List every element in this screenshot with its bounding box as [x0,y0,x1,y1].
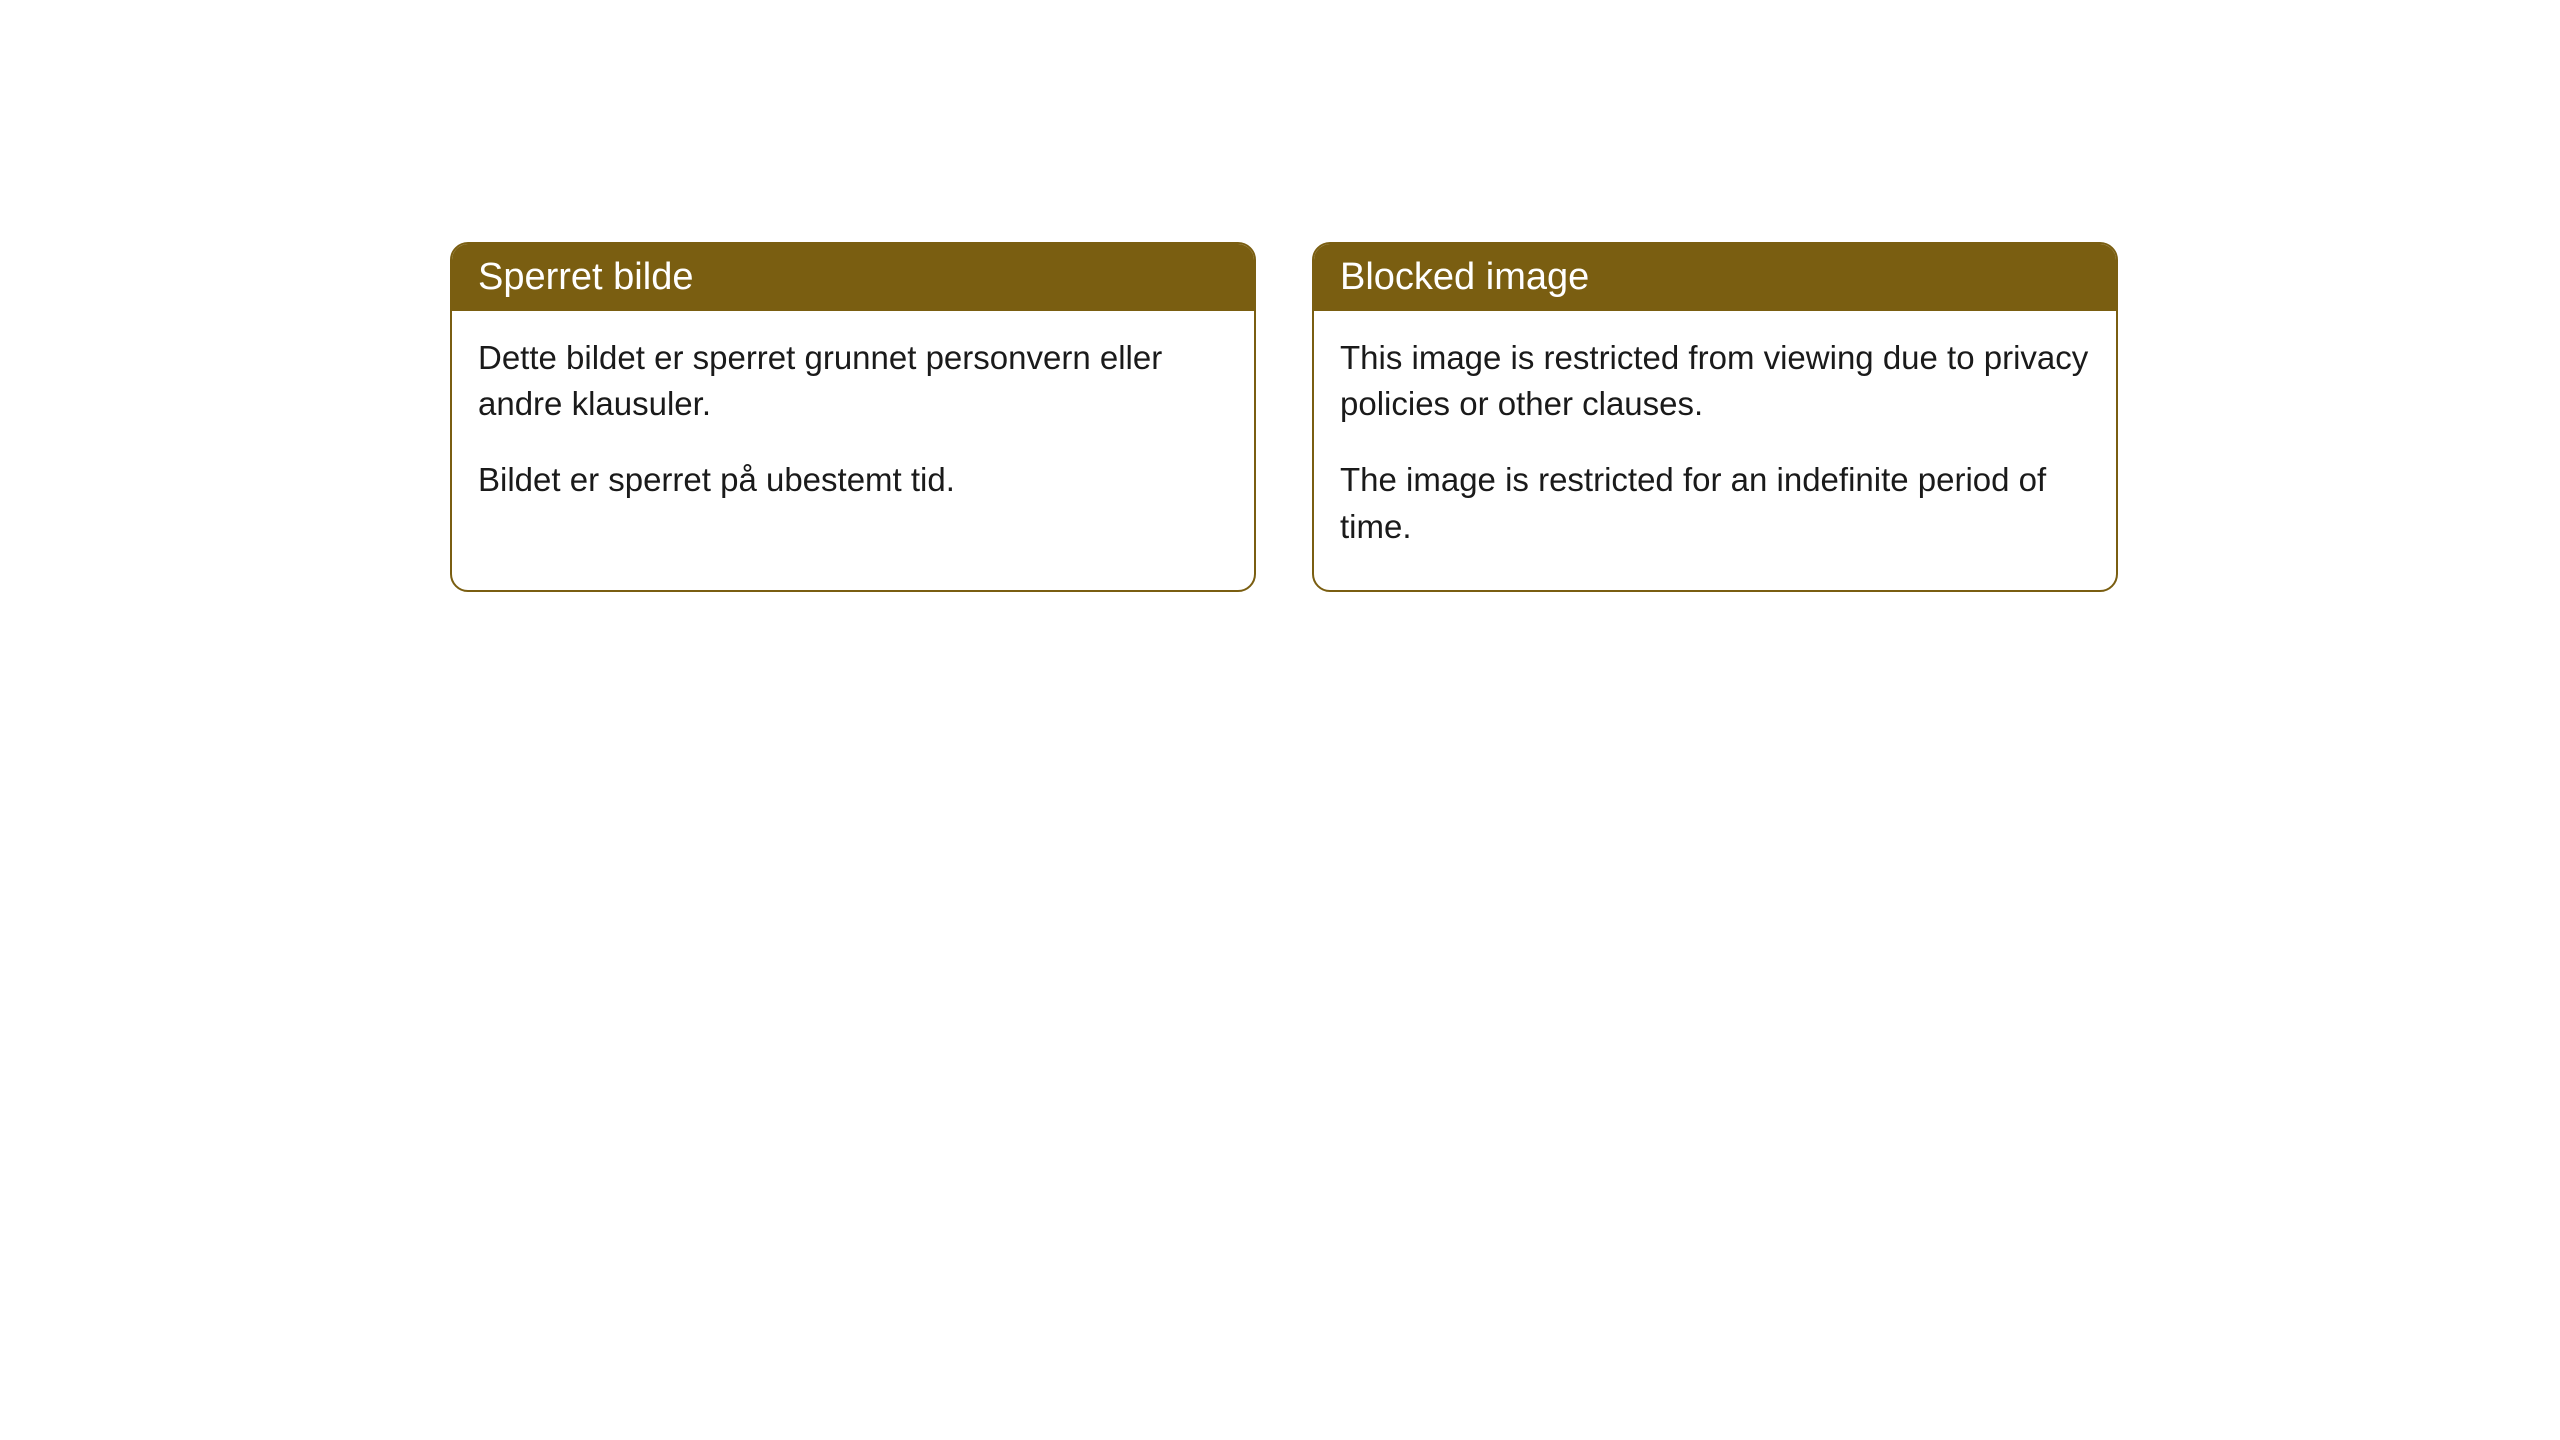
card-header-en: Blocked image [1314,244,2116,311]
card-body-en: This image is restricted from viewing du… [1314,311,2116,590]
card-text-no-1: Dette bildet er sperret grunnet personve… [478,335,1228,427]
blocked-image-card-no: Sperret bilde Dette bildet er sperret gr… [450,242,1256,592]
notice-container: Sperret bilde Dette bildet er sperret gr… [450,242,2118,592]
card-body-no: Dette bildet er sperret grunnet personve… [452,311,1254,544]
card-text-en-2: The image is restricted for an indefinit… [1340,457,2090,549]
card-text-en-1: This image is restricted from viewing du… [1340,335,2090,427]
card-header-no: Sperret bilde [452,244,1254,311]
blocked-image-card-en: Blocked image This image is restricted f… [1312,242,2118,592]
card-text-no-2: Bildet er sperret på ubestemt tid. [478,457,1228,503]
